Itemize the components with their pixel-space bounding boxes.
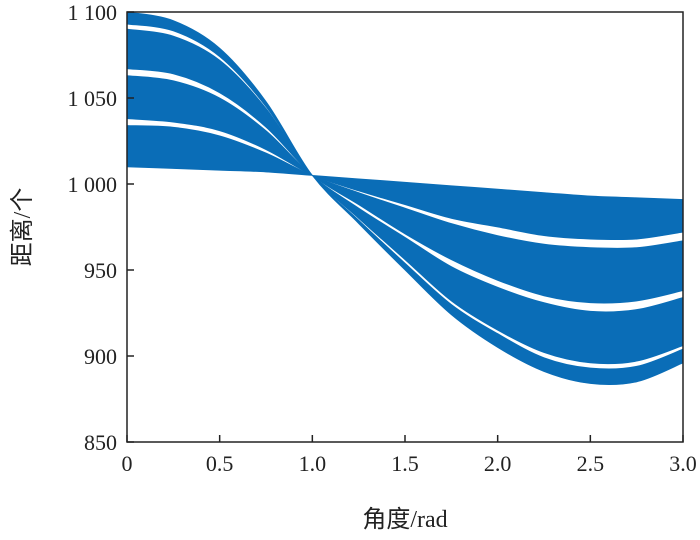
x-tick-label: 3.0 <box>669 451 697 476</box>
x-tick-label: 0 <box>122 451 133 476</box>
y-tick-label: 1 000 <box>68 172 118 197</box>
x-tick-label: 2.5 <box>577 451 605 476</box>
ticks-layer: 0 0.5 1.0 1.5 2.0 2.5 3.0 850 900 950 1 000 1 050 1 … <box>68 0 697 476</box>
y-tick-label: 900 <box>84 344 117 369</box>
x-tick-label: 1.5 <box>391 451 419 476</box>
x-tick-label: 0.5 <box>206 451 234 476</box>
y-tick-label: 1 100 <box>68 0 118 25</box>
x-tick-label: 2.0 <box>484 451 512 476</box>
y-tick-label: 950 <box>84 258 117 283</box>
x-tick-label: 1.0 <box>299 451 327 476</box>
y-tick-label: 1 050 <box>68 86 118 111</box>
y-axis-label: 距离/个 <box>9 188 36 267</box>
y-tick-label: 850 <box>84 430 117 455</box>
x-axis-label: 角度/rad <box>362 506 447 533</box>
bands-layer <box>126 11 684 386</box>
